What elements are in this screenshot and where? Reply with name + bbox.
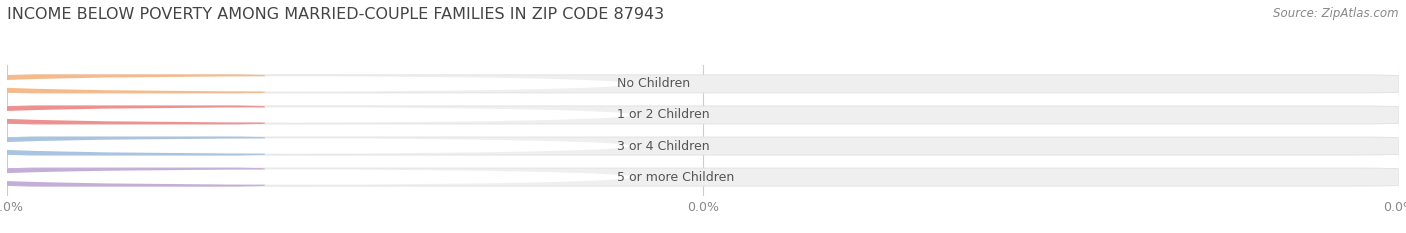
FancyBboxPatch shape bbox=[7, 168, 264, 186]
Circle shape bbox=[0, 76, 634, 91]
FancyBboxPatch shape bbox=[7, 106, 264, 124]
FancyBboxPatch shape bbox=[7, 137, 1399, 155]
Circle shape bbox=[0, 107, 634, 123]
FancyBboxPatch shape bbox=[7, 168, 1399, 186]
Text: 0.0%: 0.0% bbox=[222, 110, 253, 120]
FancyBboxPatch shape bbox=[7, 137, 264, 155]
Text: INCOME BELOW POVERTY AMONG MARRIED-COUPLE FAMILIES IN ZIP CODE 87943: INCOME BELOW POVERTY AMONG MARRIED-COUPL… bbox=[7, 7, 664, 22]
Text: 3 or 4 Children: 3 or 4 Children bbox=[617, 140, 710, 153]
FancyBboxPatch shape bbox=[7, 75, 264, 93]
Text: 1 or 2 Children: 1 or 2 Children bbox=[617, 108, 710, 121]
Text: 5 or more Children: 5 or more Children bbox=[617, 171, 734, 184]
FancyBboxPatch shape bbox=[7, 75, 1399, 93]
Circle shape bbox=[0, 138, 634, 154]
FancyBboxPatch shape bbox=[7, 106, 1399, 124]
Circle shape bbox=[0, 170, 634, 185]
Text: 0.0%: 0.0% bbox=[222, 141, 253, 151]
Text: No Children: No Children bbox=[617, 77, 690, 90]
Text: 0.0%: 0.0% bbox=[222, 79, 253, 89]
Text: 0.0%: 0.0% bbox=[222, 172, 253, 182]
Text: Source: ZipAtlas.com: Source: ZipAtlas.com bbox=[1274, 7, 1399, 20]
